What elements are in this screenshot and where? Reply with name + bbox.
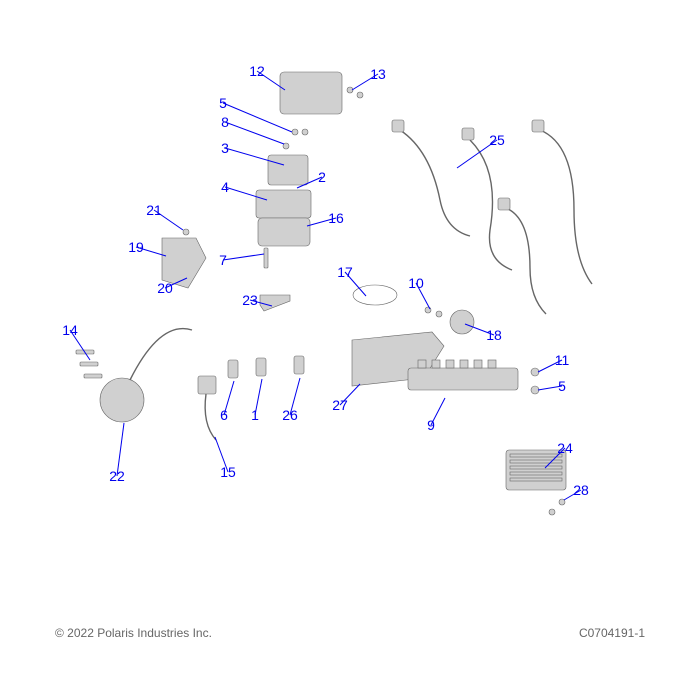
rail-9 (408, 368, 518, 390)
regulator-fin-c (510, 466, 562, 469)
wire-25a-plug (392, 120, 404, 132)
leader-5 (223, 103, 292, 132)
callout-12: 12 (249, 63, 265, 79)
rail-tooth-c (446, 360, 454, 368)
callout-21: 21 (146, 202, 162, 218)
callout-22: 22 (109, 468, 125, 484)
ecu-screw-b (357, 92, 363, 98)
bolt-21 (183, 229, 189, 235)
bolt-7 (264, 248, 268, 268)
callout-3: 3 (221, 140, 229, 156)
callout-25: 25 (489, 132, 505, 148)
callout-26: 26 (282, 407, 298, 423)
sensor-plug-26 (294, 356, 304, 374)
callout-7: 7 (219, 252, 227, 268)
small-bolt-5b (302, 129, 308, 135)
callout-11: 11 (555, 352, 570, 368)
rail-tooth-e (474, 360, 482, 368)
wire-25a (400, 130, 470, 236)
callout-20: 20 (157, 280, 173, 296)
wire-25b (470, 140, 512, 270)
wire-25d (506, 208, 546, 314)
screw-14c (84, 374, 102, 378)
small-bolt-10a (425, 307, 431, 313)
regulator-fin-a (510, 454, 562, 457)
bolt-28b (549, 509, 555, 515)
angle-bracket-23 (260, 295, 290, 311)
leader-8 (225, 122, 284, 144)
bracket-low (258, 218, 310, 246)
small-bolt-8 (283, 143, 289, 149)
parts-layer (0, 0, 700, 700)
rail-tooth-a (418, 360, 426, 368)
callout-6: 6 (220, 407, 228, 423)
motor-22 (100, 378, 144, 422)
callout-28: 28 (573, 482, 589, 498)
harness-15-cable (205, 394, 216, 440)
callout-15: 15 (220, 464, 236, 480)
callout-2: 2 (318, 169, 326, 185)
callout-17: 17 (337, 264, 353, 280)
callout-18: 18 (486, 327, 502, 343)
callout-13: 13 (370, 66, 386, 82)
leader-3 (225, 148, 284, 165)
regulator-fin-d (510, 472, 562, 475)
bracket-top (268, 155, 308, 185)
bolt-28a (559, 499, 565, 505)
regulator-fin-e (510, 478, 562, 481)
callout-16: 16 (328, 210, 344, 226)
leader-lines (0, 0, 700, 700)
leader-4 (225, 187, 267, 200)
bolt-11 (531, 368, 539, 376)
callout-24: 24 (557, 440, 573, 456)
ecu-module (280, 72, 342, 114)
ecu-screw-a (347, 87, 353, 93)
motor-cable (130, 329, 192, 380)
bolt-5c (531, 386, 539, 394)
sensor-plug-1 (256, 358, 266, 376)
callout-5: 5 (558, 378, 566, 394)
small-bolt-10b (436, 311, 442, 317)
rail-tooth-f (488, 360, 496, 368)
small-bolt-5a (292, 129, 298, 135)
bracket-mid (256, 190, 311, 218)
drawing-id-text: C0704191-1 (579, 626, 645, 640)
wire-25c-plug (532, 120, 544, 132)
screw-14a (76, 350, 94, 354)
leader-7 (223, 254, 264, 260)
regulator-24 (506, 450, 566, 490)
callout-14: 14 (62, 322, 78, 338)
callout-1: 1 (251, 407, 259, 423)
sensor-plug-6 (228, 360, 238, 378)
fan-18 (450, 310, 474, 334)
mount-plate-27 (352, 332, 444, 386)
callout-5: 5 (219, 95, 227, 111)
callout-10: 10 (408, 275, 424, 291)
wire-25b-plug (462, 128, 474, 140)
regulator-fin-b (510, 460, 562, 463)
harness-15-body (198, 376, 216, 394)
wire-25d-plug (498, 198, 510, 210)
callout-23: 23 (242, 292, 258, 308)
wire-25c (540, 130, 592, 284)
screw-14b (80, 362, 98, 366)
callout-27: 27 (332, 397, 348, 413)
callout-19: 19 (128, 239, 144, 255)
callout-4: 4 (221, 179, 229, 195)
oval-belt-17 (353, 285, 397, 305)
callout-8: 8 (221, 114, 229, 130)
rail-tooth-b (432, 360, 440, 368)
diagram-container: © 2022 Polaris Industries Inc. C0704191-… (0, 0, 700, 700)
copyright-text: © 2022 Polaris Industries Inc. (55, 626, 212, 640)
rail-tooth-d (460, 360, 468, 368)
callout-9: 9 (427, 417, 435, 433)
